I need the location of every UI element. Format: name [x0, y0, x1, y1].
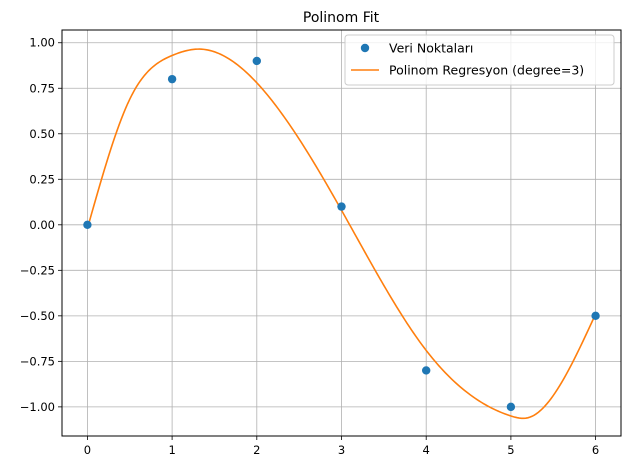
x-tick-label: 6 [592, 443, 599, 457]
data-point [252, 56, 262, 66]
data-point [167, 74, 177, 84]
legend-label-line: Polinom Regresyon (degree=3) [389, 63, 584, 78]
data-point [506, 402, 516, 412]
legend-marker-scatter [360, 43, 370, 53]
x-tick-label: 2 [253, 443, 260, 457]
y-tick-label: −1.00 [20, 400, 55, 414]
data-point [337, 202, 346, 211]
data-point [83, 220, 92, 230]
chart-title: Polinom Fit [303, 10, 380, 26]
y-tick-label: 0.50 [29, 127, 55, 141]
legend-box [344, 34, 615, 86]
x-tick-label: 5 [507, 443, 514, 457]
x-tick-label: 0 [84, 443, 91, 457]
axis-ticks: 0 1 2 3 4 5 6 1.00 0.75 0.50 0.25 0.00 −0.25 −0.50 −0.… [20, 36, 600, 457]
x-tick-label: 3 [338, 443, 345, 457]
axes-frame [61, 29, 622, 437]
y-tick-label: −0.75 [20, 354, 55, 368]
y-tick-label: −0.50 [20, 309, 55, 323]
x-tick-label: 1 [168, 443, 175, 457]
y-tick-label: 0.25 [29, 172, 55, 186]
legend: Veri Noktaları Polinom Regresyon (degree=… [344, 34, 615, 86]
data-point [421, 366, 431, 375]
y-tick-label: 0.00 [29, 218, 55, 232]
legend-label-scatter: Veri Noktaları [389, 41, 473, 56]
y-tick-label: −0.25 [20, 263, 55, 277]
y-tick-label: 0.75 [29, 81, 55, 95]
grid [62, 30, 621, 436]
x-tick-label: 4 [423, 443, 430, 457]
y-tick-label: 1.00 [29, 36, 55, 50]
plot-area [83, 48, 600, 420]
data-point [591, 311, 600, 321]
